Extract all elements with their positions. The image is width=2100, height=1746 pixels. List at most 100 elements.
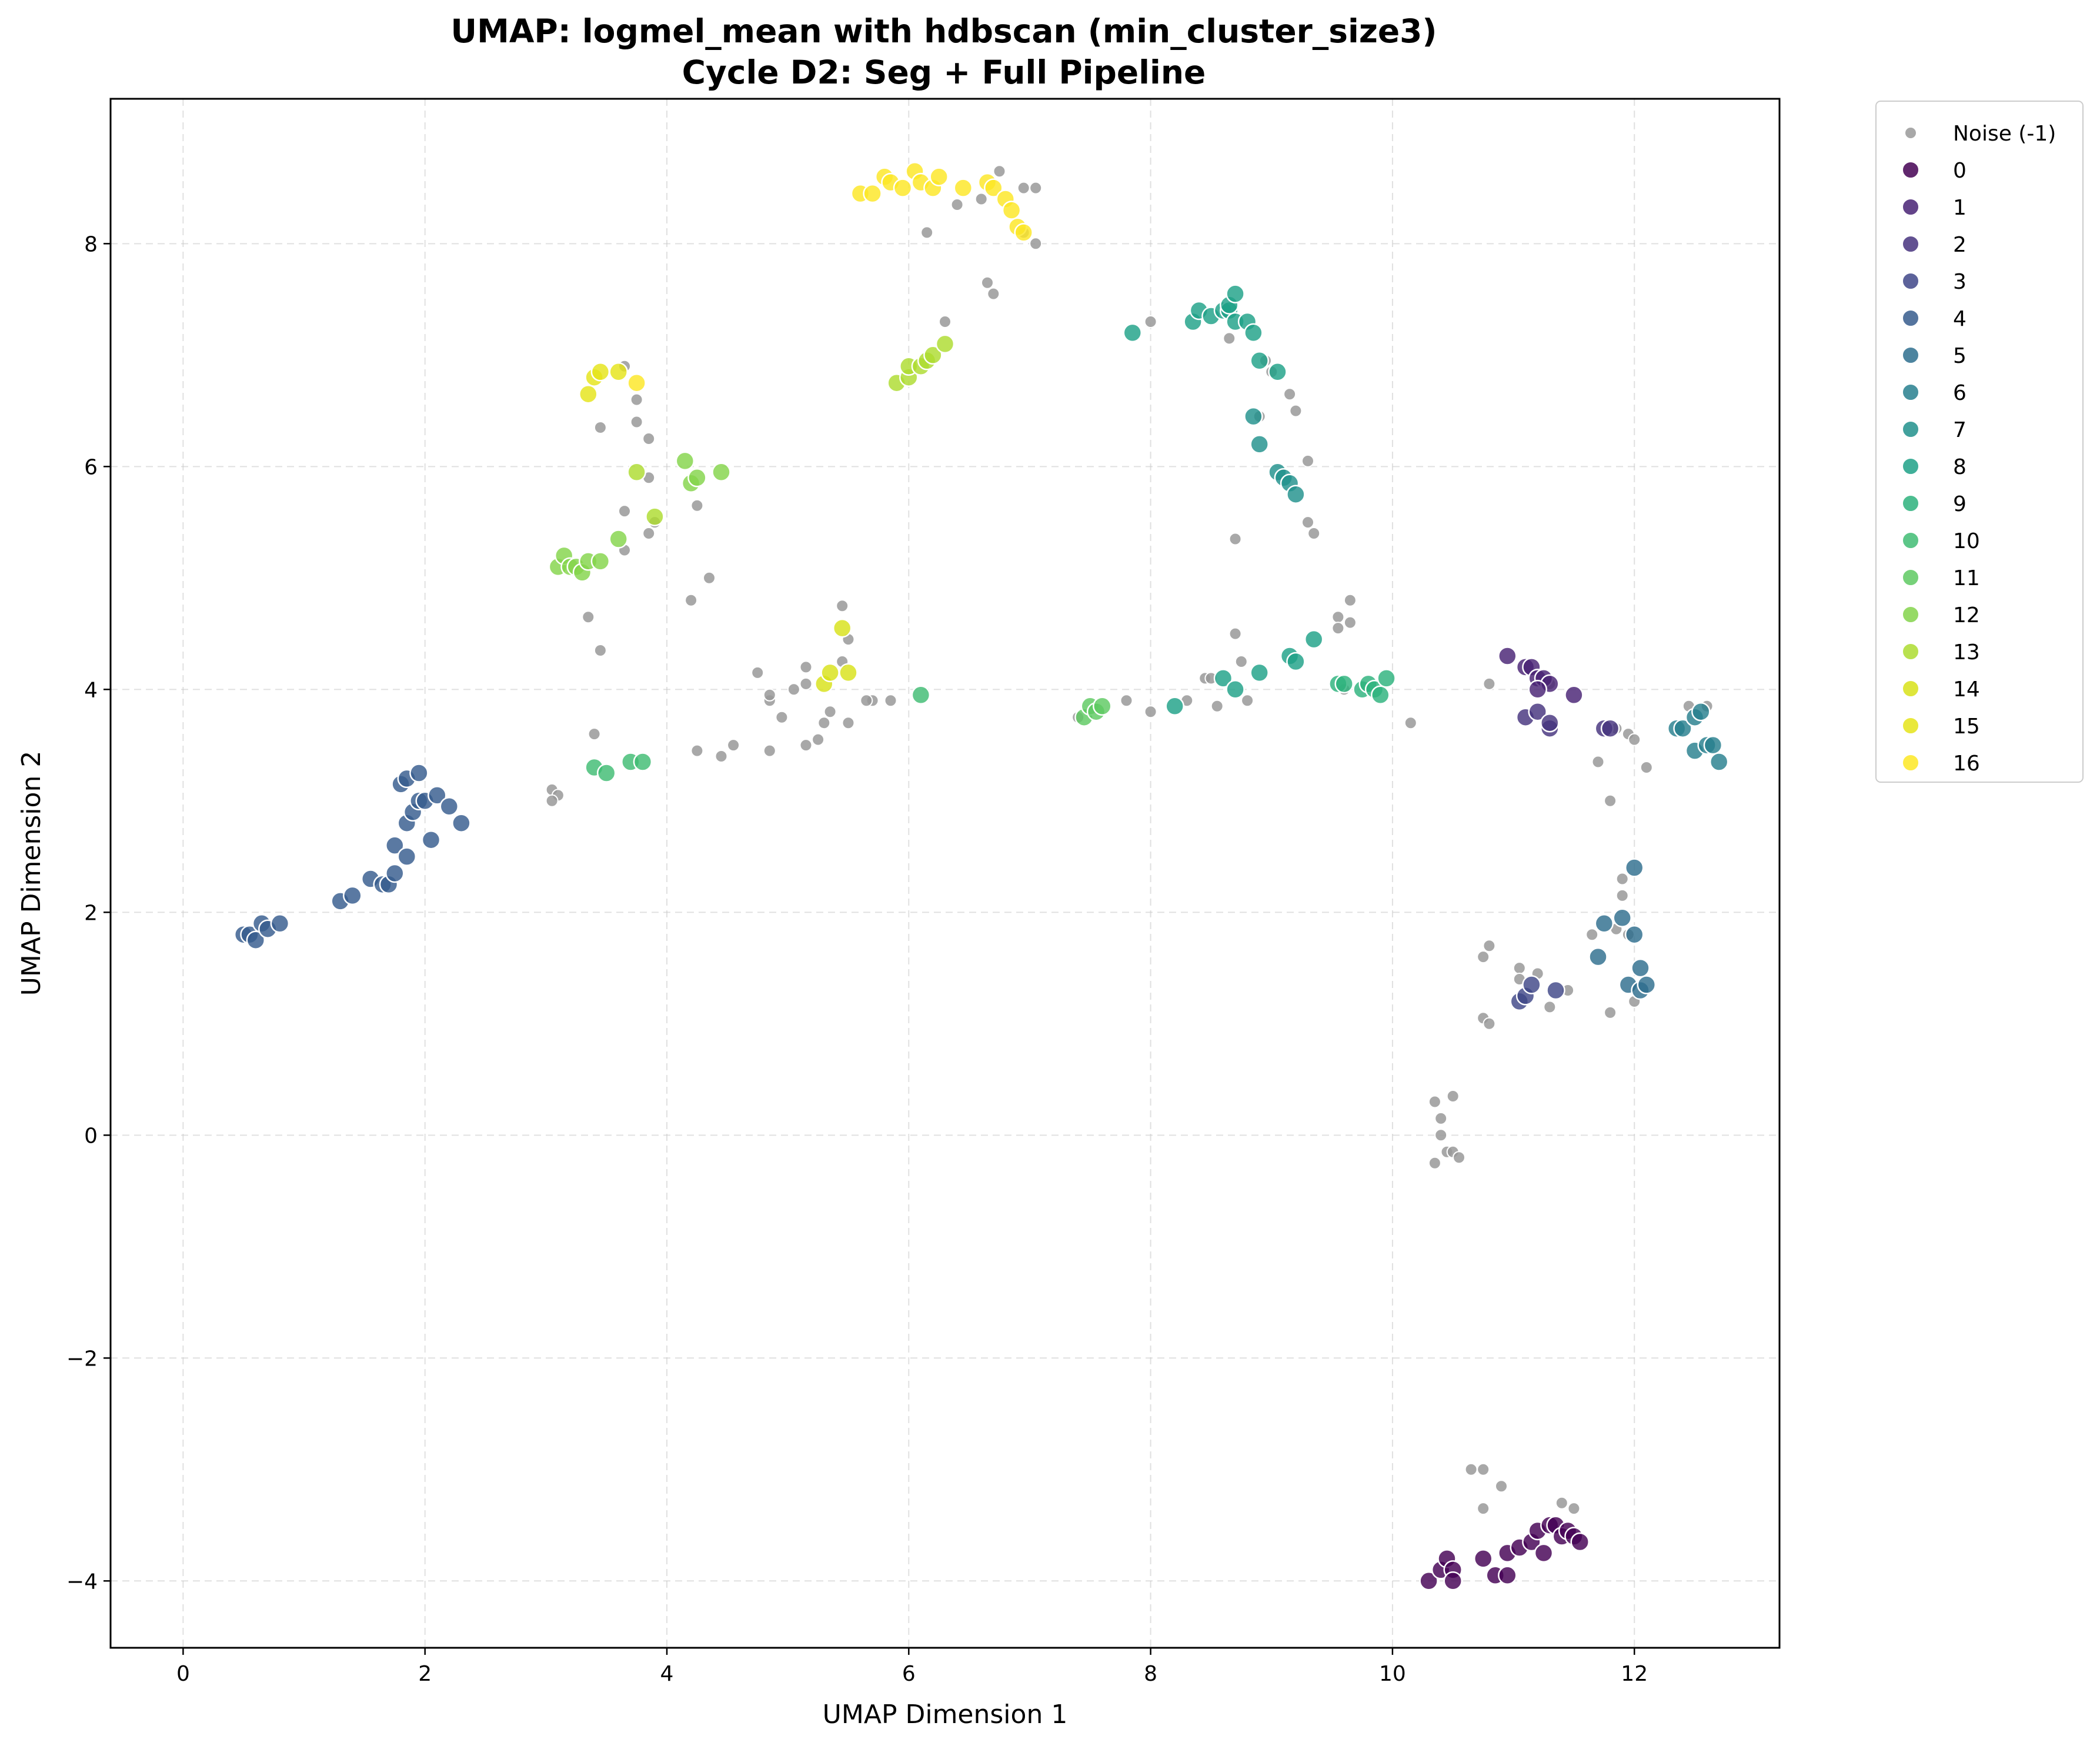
legend-label: 7	[1953, 418, 1967, 442]
legend-label: 3	[1953, 270, 1967, 294]
legend-marker	[1902, 680, 1919, 697]
noise-point	[1604, 794, 1617, 807]
noise-point	[1234, 655, 1248, 668]
legend-label: 1	[1953, 196, 1967, 220]
cluster-9-point	[1334, 674, 1354, 694]
noise-point	[817, 716, 831, 730]
legend-label: 0	[1953, 159, 1967, 183]
y-axis-ticks: −4 −2 0 2 4 6 8	[66, 232, 111, 1594]
cluster-0-point	[1443, 1571, 1463, 1591]
cluster-3-point	[1546, 980, 1565, 1000]
noise-point	[685, 593, 698, 607]
cluster-9-point	[1371, 685, 1390, 705]
cluster-4-point	[246, 930, 266, 950]
noise-point	[787, 683, 800, 696]
noise-point	[981, 276, 994, 289]
noise-point	[690, 499, 704, 512]
cluster-4-point	[343, 886, 362, 906]
noise-point	[1428, 1095, 1441, 1109]
cluster-4-point	[385, 863, 405, 883]
noise-point	[763, 688, 776, 702]
noise-point	[1453, 1151, 1465, 1164]
cluster-16-point	[627, 373, 646, 393]
cluster-8-point	[1226, 284, 1245, 303]
noise-point	[1477, 1502, 1490, 1515]
noise-point	[1483, 677, 1496, 690]
cluster-15-point	[590, 362, 610, 382]
legend-label: 2	[1953, 233, 1967, 257]
cluster-4-point	[421, 830, 441, 850]
noise-point	[1331, 622, 1345, 635]
cluster-8-point	[1213, 669, 1233, 688]
legend-marker	[1902, 495, 1919, 512]
noise-point	[1343, 593, 1357, 607]
noise-point	[593, 644, 607, 657]
noise-point	[587, 727, 601, 741]
legend-marker	[1902, 420, 1919, 438]
noise-point	[1628, 733, 1641, 746]
noise-point	[842, 716, 855, 730]
noise-point	[727, 739, 740, 752]
x-tick-label: 0	[176, 1662, 190, 1686]
noise-point	[1604, 1006, 1617, 1019]
y-tick-label: 4	[84, 678, 98, 702]
cluster-7-point	[1250, 435, 1269, 454]
cluster-6-point	[1703, 735, 1723, 755]
noise-point	[1585, 928, 1599, 942]
noise-point	[1483, 1017, 1496, 1030]
data-points	[233, 161, 1729, 1591]
noise-point	[993, 165, 1006, 178]
cluster-10-point	[633, 752, 653, 772]
noise-point	[1017, 181, 1030, 195]
x-tick-label: 10	[1379, 1662, 1406, 1686]
noise-point	[1283, 388, 1297, 401]
cluster-0-point	[1498, 1565, 1517, 1585]
noise-point	[1464, 1463, 1478, 1476]
cluster-3-point	[1522, 975, 1541, 994]
cluster-16-point	[929, 167, 949, 186]
noise-point	[1428, 1156, 1441, 1170]
noise-point	[812, 733, 825, 746]
noise-point	[836, 599, 849, 613]
noise-point	[642, 432, 656, 445]
noise-point	[642, 527, 656, 540]
cluster-16-point	[893, 178, 913, 198]
cluster-16-point	[1001, 201, 1021, 220]
noise-point	[703, 571, 716, 585]
cluster-14-point	[839, 663, 858, 683]
cluster-16-point	[863, 183, 882, 203]
y-tick-label: 6	[84, 455, 98, 479]
legend-label: Noise (-1)	[1953, 122, 2056, 146]
plot-frame	[109, 98, 1781, 1649]
noise-point	[1513, 962, 1526, 975]
noise-point	[920, 226, 934, 239]
cluster-4-point	[452, 813, 471, 833]
cluster-11-point	[1093, 696, 1112, 716]
legend-marker	[1902, 754, 1919, 772]
legend-label: 4	[1953, 307, 1967, 331]
noise-point	[1307, 527, 1321, 540]
noise-point	[1434, 1129, 1448, 1142]
chart-subtitle: Cycle D2: Seg + Full Pipeline	[682, 54, 1206, 91]
cluster-8-point	[1165, 696, 1184, 716]
cluster-8-point	[1250, 351, 1269, 370]
cluster-4-point	[409, 763, 429, 783]
cluster-6-point	[1709, 752, 1729, 772]
noise-point	[1640, 761, 1653, 774]
y-tick-label: −4	[66, 1570, 98, 1594]
cluster-10-point	[596, 763, 616, 783]
cluster-5-point	[1637, 975, 1657, 994]
cluster-8-point	[1304, 629, 1324, 649]
cluster-16-point	[984, 178, 1003, 198]
noise-point	[860, 694, 873, 707]
cluster-9-point	[1377, 669, 1396, 688]
noise-point	[884, 694, 897, 707]
y-tick-label: 2	[84, 901, 98, 925]
noise-point	[1120, 694, 1133, 707]
cluster-2-point	[1528, 702, 1547, 722]
noise-point	[823, 705, 837, 719]
noise-point	[799, 677, 813, 690]
noise-point	[1210, 699, 1224, 713]
noise-point	[690, 744, 704, 757]
